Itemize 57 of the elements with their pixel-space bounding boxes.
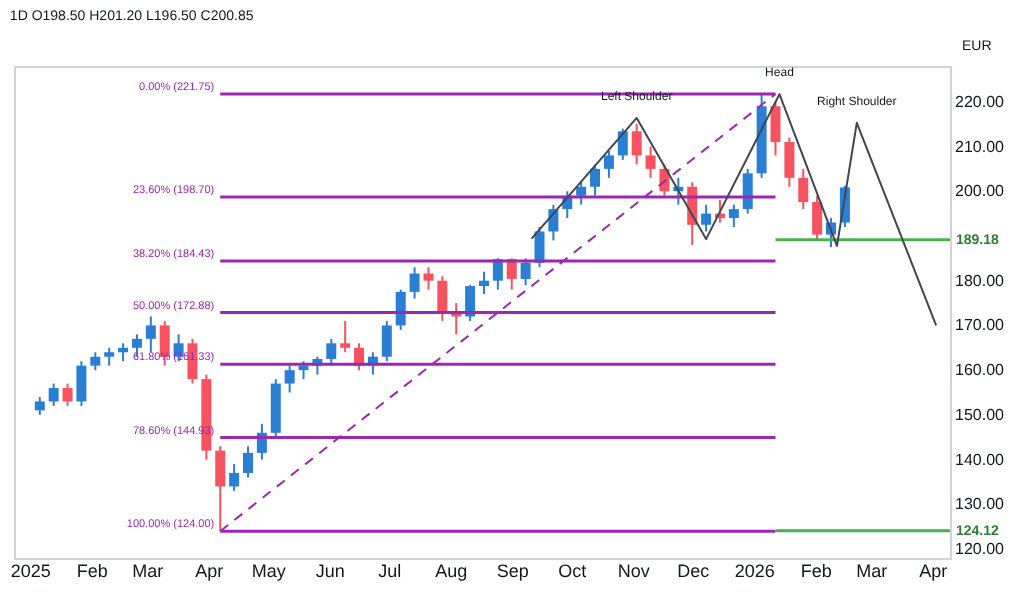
candlestick: [590, 163, 601, 197]
candlestick: [409, 266, 420, 300]
x-tick-label: Dec: [677, 561, 711, 581]
candlestick: [76, 360, 87, 407]
y-tick-label: 220.00: [955, 92, 1006, 111]
x-tick-label: Feb: [800, 561, 832, 581]
candlestick: [798, 167, 809, 211]
y-tick-label: 180.00: [955, 271, 1006, 290]
y-tick-label: 170.00: [955, 316, 1006, 335]
y-tick-label: 160.00: [955, 361, 1006, 380]
candlestick: [520, 257, 531, 287]
candlestick: [617, 127, 628, 161]
candlestick: [770, 100, 781, 157]
x-tick-label: Jun: [315, 561, 345, 581]
y-tick-label: 200.00: [955, 182, 1006, 201]
candlestick: [243, 445, 253, 479]
candlestick: [326, 337, 337, 367]
y-tick-label: 130.00: [955, 495, 1006, 514]
candlestick: [576, 181, 587, 206]
x-tick-label: 2025: [10, 561, 51, 581]
x-tick-label: Mar: [132, 561, 164, 581]
x-tick-label: Jul: [378, 561, 402, 581]
x-tick-label: May: [251, 561, 287, 581]
x-tick-label: Apr: [919, 561, 948, 581]
x-tick-label: Nov: [617, 561, 651, 581]
y-tick-label: 120.00: [955, 540, 1006, 559]
x-tick-label: Apr: [195, 561, 224, 581]
x-tick-label: Aug: [435, 561, 468, 581]
candlestick: [395, 288, 406, 331]
line-series: [530, 93, 938, 327]
candlestick: [645, 145, 656, 179]
candlestick: [631, 123, 642, 166]
candlestick: [478, 270, 489, 296]
candlestick: [145, 315, 156, 354]
x-tick-label: Sep: [496, 561, 529, 581]
candlestick: [423, 266, 434, 291]
candlestick: [812, 194, 823, 242]
candlestick: [728, 203, 739, 229]
x-tick-label: Feb: [76, 561, 108, 581]
candlestick: [437, 275, 448, 322]
candlestick: [48, 382, 59, 407]
x-tick-label: 2026: [734, 561, 775, 581]
candlestick: [701, 203, 712, 233]
x-tick-label: Oct: [558, 561, 588, 581]
candlestick: [284, 364, 295, 394]
candlestick: [215, 445, 226, 533]
candlestick: [381, 319, 392, 363]
candlestick: [340, 319, 351, 354]
candlestick: [62, 382, 73, 407]
y-tick-label: 210.00: [955, 137, 1006, 156]
candlestick: [742, 167, 753, 215]
y-tick-label: 140.00: [955, 450, 1006, 469]
candlestick: [603, 149, 614, 179]
y-tick-label: 150.00: [955, 405, 1006, 424]
candlestick: [784, 136, 795, 188]
x-tick-label: Mar: [856, 561, 888, 581]
candlestick: [229, 463, 240, 492]
